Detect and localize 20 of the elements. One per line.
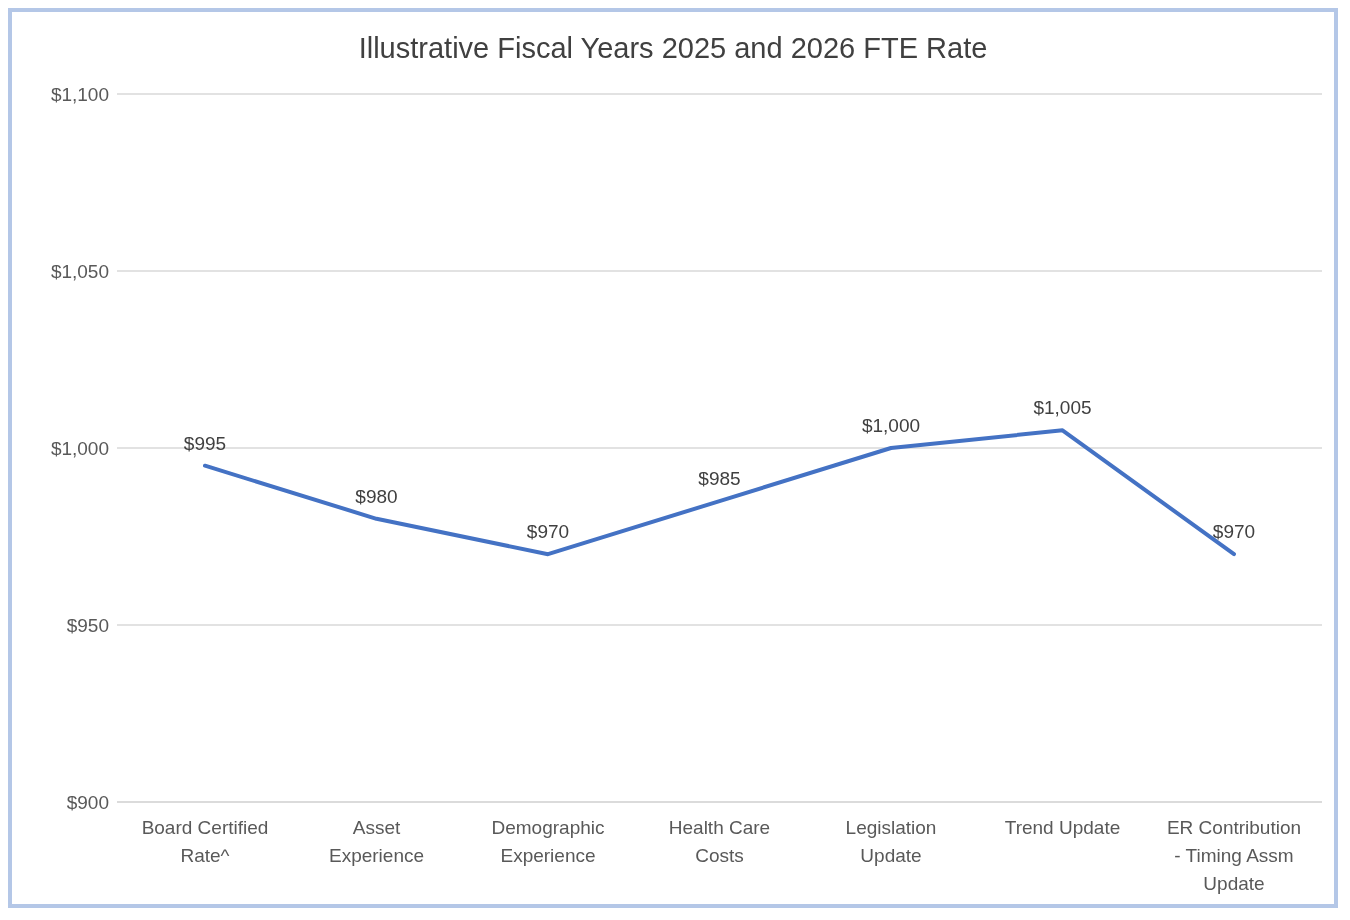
y-tick-label: $1,100	[50, 83, 109, 105]
data-label: $1,000	[861, 415, 921, 436]
data-label: $995	[183, 432, 227, 454]
x-tick-label: Board Certified Rate^	[141, 817, 269, 866]
x-tick-label: Asset Experience	[328, 817, 425, 866]
data-label: $970	[526, 521, 570, 543]
y-tick-label: $950	[66, 614, 109, 636]
data-label: $980	[355, 485, 398, 507]
x-tick-label: Demographic Experience	[491, 817, 605, 866]
x-tick-label: ER Contribution - Timing Assm Update	[1166, 817, 1302, 894]
y-tick-label: $1,000	[50, 437, 109, 459]
chart-title: Illustrative Fiscal Years 2025 and 2026 FTE Rate	[357, 31, 989, 66]
y-tick-label: $900	[66, 791, 109, 813]
x-tick-label: Legislation Update	[845, 817, 937, 866]
data-label: $985	[698, 468, 741, 490]
data-label: $970	[1212, 521, 1256, 543]
y-tick-label: $1,050	[50, 260, 109, 282]
x-tick-label: Health Care Costs	[668, 817, 771, 866]
x-tick-label: Trend Update	[1004, 817, 1121, 838]
data-label: $1,005	[1033, 397, 1092, 419]
